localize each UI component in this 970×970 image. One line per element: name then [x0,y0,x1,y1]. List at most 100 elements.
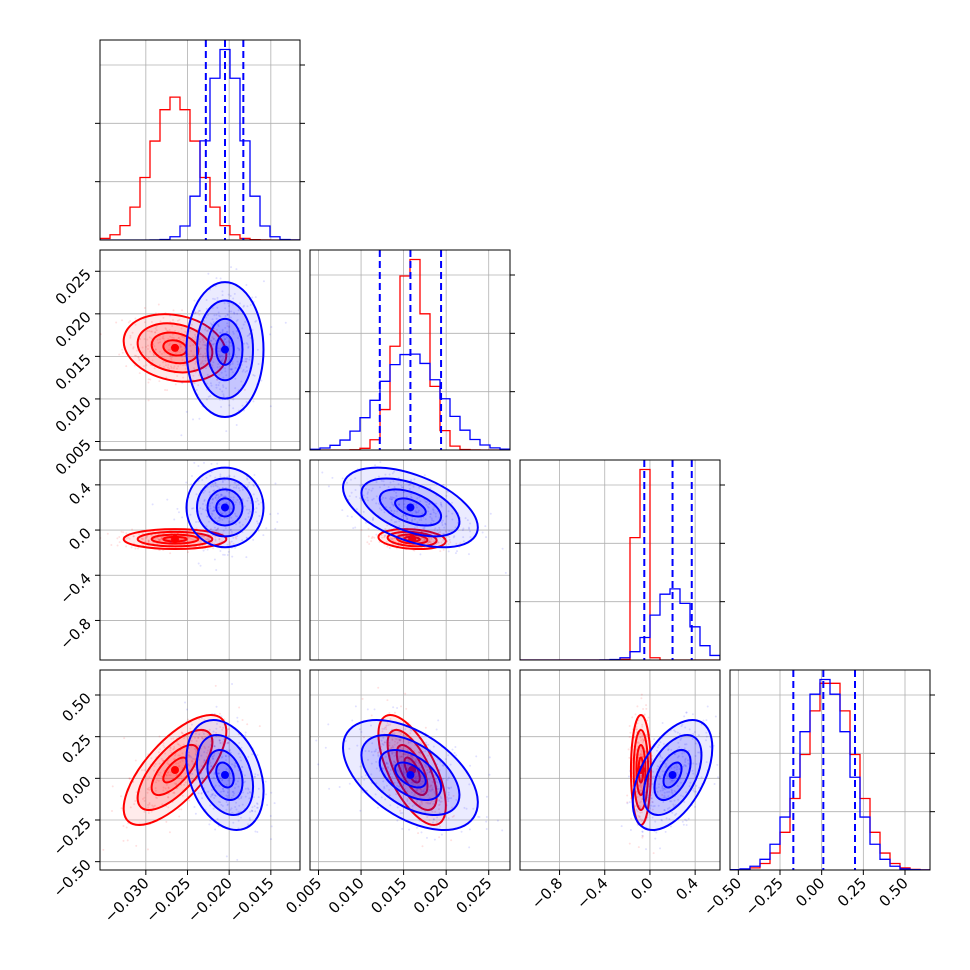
sample-point [242,323,245,326]
sample-point [421,780,424,783]
panel-frame [519,669,721,871]
x-tick-label: 0.015 [367,874,410,917]
sample-point [418,486,421,489]
sample-point [676,785,679,788]
sample-point [144,355,147,358]
sample-point [409,741,412,744]
sample-point [237,483,240,486]
sample-point [378,486,381,489]
sample-point [649,775,652,778]
sample-point [214,284,217,287]
sample-point [217,527,220,530]
sample-point [143,321,146,324]
sample-point [129,343,132,346]
sample-point [396,510,399,513]
sample-point [385,761,388,764]
y-tick-label: 0.015 [52,350,95,393]
sample-point [674,803,677,806]
sample-point [173,791,176,794]
sample-point [426,768,429,771]
sample-point [238,804,241,807]
sample-point [414,779,417,782]
sample-point [438,836,441,839]
sample-point [392,760,395,763]
sample-point [145,364,148,367]
sample-point [197,309,200,312]
sample-point [682,765,685,768]
density-peak [406,503,415,512]
sample-point [386,524,389,527]
sample-point [420,788,423,791]
sample-point [247,345,250,348]
sample-point [233,766,236,769]
sample-point [227,550,230,553]
sample-point [227,779,230,782]
sample-point [446,786,449,789]
sample-point [185,481,188,484]
sample-point [190,723,193,726]
sample-point [193,461,196,464]
sample-point [229,528,232,531]
sample-point [384,497,387,500]
sample-point [159,341,162,344]
sample-point [160,537,163,540]
sample-point [415,759,418,762]
sample-point [195,388,198,391]
sample-point [242,791,245,794]
sample-point [116,537,119,540]
sample-point [686,759,689,762]
sample-point [230,540,233,543]
sample-point [404,728,407,731]
sample-point [204,367,207,370]
sample-point [213,754,216,757]
sample-point [385,784,388,787]
sample-point [191,772,194,775]
sample-point [485,816,488,819]
sample-point [214,535,217,538]
y-tick-label: −0.25 [50,814,95,859]
sample-point [433,800,436,803]
sample-point [143,799,146,802]
sample-point [194,732,197,735]
sample-point [157,751,160,754]
sample-point [362,736,365,739]
sample-point [207,790,210,793]
sample-point [386,545,389,548]
sample-point [414,773,417,776]
sample-point [207,327,210,330]
sample-point [138,372,141,375]
sample-point [667,749,670,752]
x-tick-label: −0.4 [573,874,611,912]
sample-point [430,522,433,525]
sample-point [360,528,363,531]
y-tick-label: 0.025 [52,265,95,308]
sample-point [147,811,150,814]
sample-point [424,500,427,503]
sample-point [661,794,664,797]
sample-point [658,783,661,786]
sample-point [224,355,227,358]
sample-point [218,784,221,787]
sample-point [134,759,137,762]
sample-point [218,537,221,540]
sample-point [169,538,172,541]
sample-point [184,701,187,704]
sample-point [638,816,641,819]
sample-point [133,354,136,357]
sample-point [146,791,149,794]
sample-point [348,782,351,785]
sample-point [408,487,411,490]
sample-point [635,808,638,811]
sample-point [390,538,393,541]
sample-point [426,801,429,804]
sample-point [125,532,128,535]
sample-point [384,726,387,729]
panel-3-0 [100,670,300,870]
sample-point [136,547,139,550]
sample-point [424,764,427,767]
sample-point [388,546,391,549]
sample-point [415,503,418,506]
sample-point [397,476,400,479]
sample-point [180,434,183,437]
